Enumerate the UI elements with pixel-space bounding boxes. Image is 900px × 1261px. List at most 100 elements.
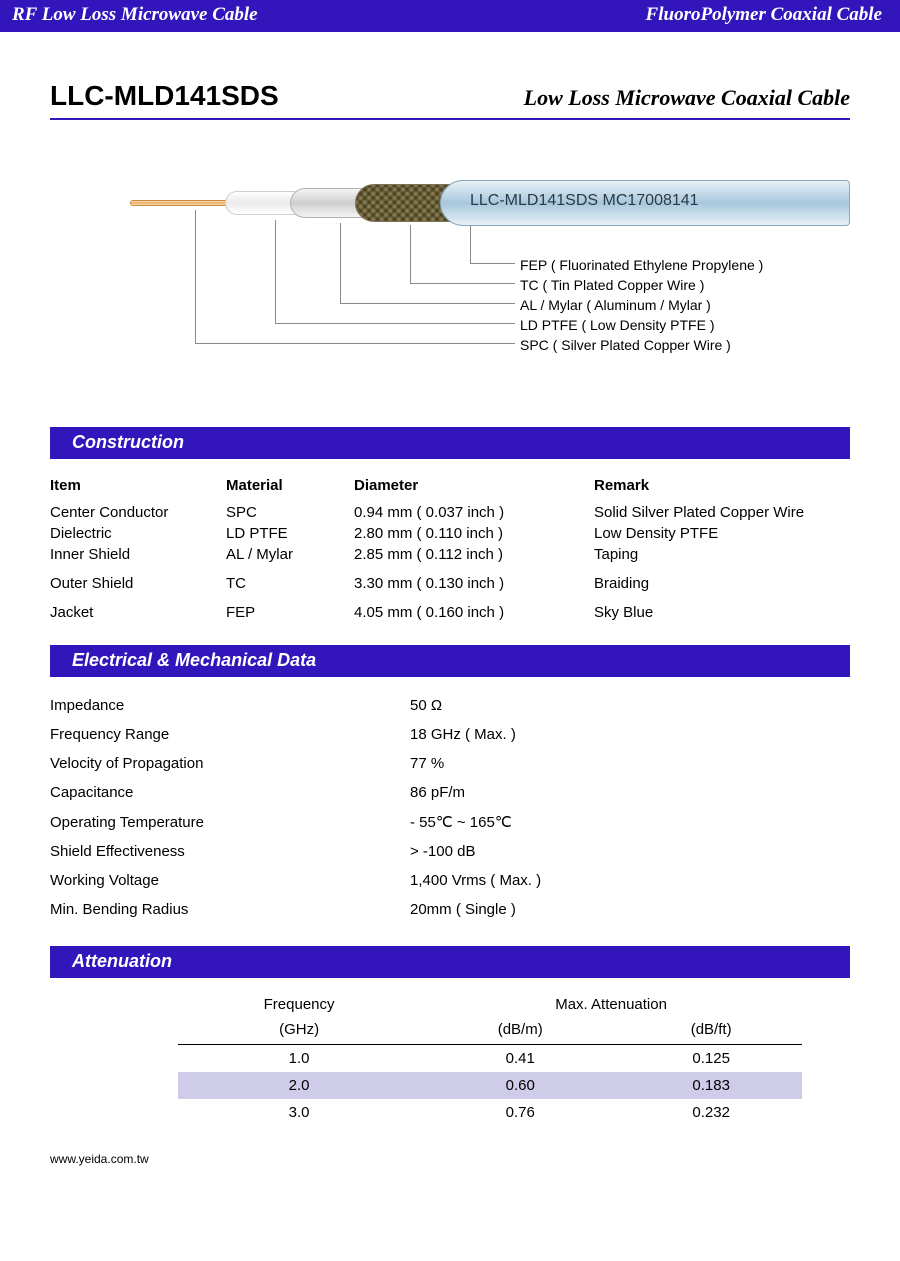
table-row: 1.0 0.41 0.125 [178,1045,802,1073]
spec-value: 77 % [410,749,850,778]
table-row: Working Voltage1,400 Vrms ( Max. ) [50,866,850,895]
table-header-row: Frequency Max. Attenuation [178,992,802,1017]
table-row: 2.0 0.60 0.183 [178,1072,802,1099]
unit-ghz: (GHz) [178,1017,420,1045]
spec-label: Min. Bending Radius [50,895,410,924]
cell: Solid Silver Plated Copper Wire [594,502,850,523]
cell: Braiding [594,565,850,594]
table-row: Jacket FEP 4.05 mm ( 0.160 inch ) Sky Bl… [50,594,850,623]
callout-ldptfe: LD PTFE ( Low Density PTFE ) [520,315,763,335]
unit-dbm: (dB/m) [420,1017,620,1045]
spec-value: - 55℃ ~ 165℃ [410,807,850,837]
cell: 2.85 mm ( 0.112 inch ) [354,544,594,565]
table-row: Center Conductor SPC 0.94 mm ( 0.037 inc… [50,502,850,523]
cell: Outer Shield [50,565,226,594]
section-heading-electrical: Electrical & Mechanical Data [50,645,850,677]
leader-line [410,225,411,283]
leader-line [410,283,515,284]
table-row: Min. Bending Radius20mm ( Single ) [50,895,850,924]
table-row: Outer Shield TC 3.30 mm ( 0.130 inch ) B… [50,565,850,594]
table-unit-row: (GHz) (dB/m) (dB/ft) [178,1017,802,1045]
electrical-table: Impedance50 Ω Frequency Range18 GHz ( Ma… [50,691,850,924]
callout-spc: SPC ( Silver Plated Copper Wire ) [520,335,763,355]
table-header-row: Item Material Diameter Remark [50,473,850,502]
cell: Dielectric [50,523,226,544]
cell: Jacket [50,594,226,623]
callout-tc: TC ( Tin Plated Copper Wire ) [520,275,763,295]
col-header-diameter: Diameter [354,473,594,502]
cell: 1.0 [178,1045,420,1073]
cell: Low Density PTFE [594,523,850,544]
spec-label: Frequency Range [50,720,410,749]
attenuation-table: Frequency Max. Attenuation (GHz) (dB/m) … [178,992,802,1126]
spec-value: > -100 dB [410,837,850,866]
table-row: Operating Temperature- 55℃ ~ 165℃ [50,807,850,837]
table-row: 3.0 0.76 0.232 [178,1099,802,1126]
cell: AL / Mylar [226,544,354,565]
topbar-right: FluoroPolymer Coaxial Cable [646,4,882,26]
cell: 0.60 [420,1072,620,1099]
cell: 0.232 [620,1099,802,1126]
spec-label: Impedance [50,691,410,720]
table-row: Dielectric LD PTFE 2.80 mm ( 0.110 inch … [50,523,850,544]
top-bar: RF Low Loss Microwave Cable FluoroPolyme… [0,0,900,32]
subtitle: Low Loss Microwave Coaxial Cable [524,85,850,111]
page-content: LLC-MLD141SDS Low Loss Microwave Coaxial… [0,80,900,1146]
spec-label: Velocity of Propagation [50,749,410,778]
col-header-material: Material [226,473,354,502]
table-row: Impedance50 Ω [50,691,850,720]
cell: 2.80 mm ( 0.110 inch ) [354,523,594,544]
cell: 3.30 mm ( 0.130 inch ) [354,565,594,594]
callout-fep: FEP ( Fluorinated Ethylene Propylene ) [520,255,763,275]
cell: Inner Shield [50,544,226,565]
unit-dbft: (dB/ft) [620,1017,802,1045]
spec-value: 20mm ( Single ) [410,895,850,924]
spec-label: Shield Effectiveness [50,837,410,866]
col-header-item: Item [50,473,226,502]
topbar-left: RF Low Loss Microwave Cable [12,4,258,26]
leader-line [275,323,515,324]
leader-line [340,223,341,303]
table-row: Frequency Range18 GHz ( Max. ) [50,720,850,749]
spec-value: 50 Ω [410,691,850,720]
cell: SPC [226,502,354,523]
spec-label: Working Voltage [50,866,410,895]
cell: 0.41 [420,1045,620,1073]
cable-print-text: LLC-MLD141SDS MC17008141 [470,192,699,210]
leader-line [470,263,515,264]
cell: 4.05 mm ( 0.160 inch ) [354,594,594,623]
section-heading-construction: Construction [50,427,850,459]
spec-value: 86 pF/m [410,778,850,807]
spec-label: Operating Temperature [50,807,410,837]
title-row: LLC-MLD141SDS Low Loss Microwave Coaxial… [50,80,850,120]
leader-line [195,210,196,343]
cell: Center Conductor [50,502,226,523]
cell: 0.125 [620,1045,802,1073]
cell: 0.94 mm ( 0.037 inch ) [354,502,594,523]
cell: FEP [226,594,354,623]
col-header-frequency: Frequency [178,992,420,1017]
cell: 3.0 [178,1099,420,1126]
cell: 0.76 [420,1099,620,1126]
leader-line [470,225,471,263]
spec-label: Capacitance [50,778,410,807]
cell: TC [226,565,354,594]
section-heading-attenuation: Attenuation [50,946,850,978]
cable-diagram: LLC-MLD141SDS MC17008141 FEP ( Fluorinat… [50,165,850,405]
footer-url: www.yeida.com.tw [0,1152,900,1166]
col-header-max-attenuation: Max. Attenuation [420,992,802,1017]
table-row: Shield Effectiveness> -100 dB [50,837,850,866]
leader-line [195,343,515,344]
cell: Sky Blue [594,594,850,623]
spec-value: 1,400 Vrms ( Max. ) [410,866,850,895]
cell: LD PTFE [226,523,354,544]
col-header-remark: Remark [594,473,850,502]
table-row: Velocity of Propagation77 % [50,749,850,778]
table-row: Capacitance86 pF/m [50,778,850,807]
diagram-callouts: FEP ( Fluorinated Ethylene Propylene ) T… [520,255,763,355]
table-row: Inner Shield AL / Mylar 2.85 mm ( 0.112 … [50,544,850,565]
cell: Taping [594,544,850,565]
spec-value: 18 GHz ( Max. ) [410,720,850,749]
leader-line [340,303,515,304]
cell: 2.0 [178,1072,420,1099]
